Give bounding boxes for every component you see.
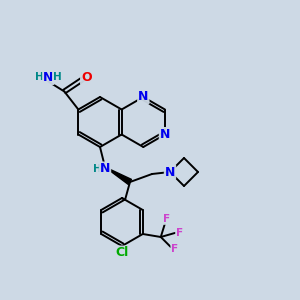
Text: N: N xyxy=(138,91,148,103)
Text: H: H xyxy=(93,164,101,174)
Text: F: F xyxy=(163,214,170,224)
Text: F: F xyxy=(176,228,183,238)
Text: H: H xyxy=(35,73,44,82)
Text: F: F xyxy=(171,244,178,254)
Text: H: H xyxy=(53,73,62,82)
Text: O: O xyxy=(81,71,92,84)
Text: N: N xyxy=(100,163,110,176)
Text: N: N xyxy=(160,128,170,141)
Text: N: N xyxy=(43,71,53,84)
Text: Cl: Cl xyxy=(116,247,129,260)
Text: N: N xyxy=(165,166,175,178)
Polygon shape xyxy=(105,167,131,184)
